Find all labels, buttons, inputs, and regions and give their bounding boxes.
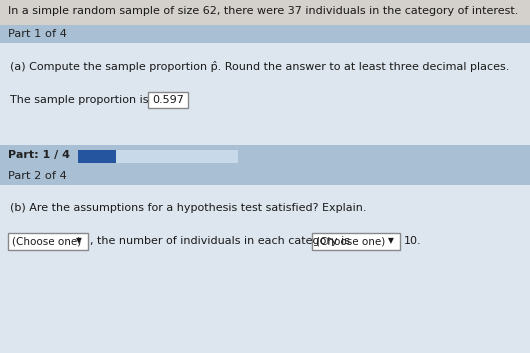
Text: Part: 1 / 4: Part: 1 / 4 xyxy=(8,150,70,160)
Bar xyxy=(148,92,188,108)
Text: (Choose one): (Choose one) xyxy=(316,236,385,246)
Bar xyxy=(312,233,400,250)
Bar xyxy=(0,185,530,353)
Text: ▼: ▼ xyxy=(388,236,394,245)
Text: (b) Are the assumptions for a hypothesis test satisfied? Explain.: (b) Are the assumptions for a hypothesis… xyxy=(10,203,367,213)
Bar xyxy=(0,167,530,185)
Text: ▼: ▼ xyxy=(76,236,82,245)
Bar xyxy=(0,145,530,167)
Text: 0.597: 0.597 xyxy=(152,95,184,105)
Bar xyxy=(0,43,530,145)
Bar xyxy=(78,150,116,163)
Text: In a simple random sample of size 62, there were 37 individuals in the category : In a simple random sample of size 62, th… xyxy=(8,6,518,16)
Bar xyxy=(0,25,530,43)
Text: Part 1 of 4: Part 1 of 4 xyxy=(8,29,67,39)
Text: 10.: 10. xyxy=(404,236,422,246)
Text: The sample proportion is: The sample proportion is xyxy=(10,95,148,105)
Text: (Choose one): (Choose one) xyxy=(12,236,81,246)
Bar xyxy=(0,0,530,25)
Bar xyxy=(78,150,238,163)
Text: Part 2 of 4: Part 2 of 4 xyxy=(8,171,67,181)
Text: (a) Compute the sample proportion p̂. Round the answer to at least three decimal: (a) Compute the sample proportion p̂. Ro… xyxy=(10,61,509,72)
Bar xyxy=(8,233,88,250)
Text: , the number of individuals in each category is: , the number of individuals in each cate… xyxy=(90,236,350,246)
